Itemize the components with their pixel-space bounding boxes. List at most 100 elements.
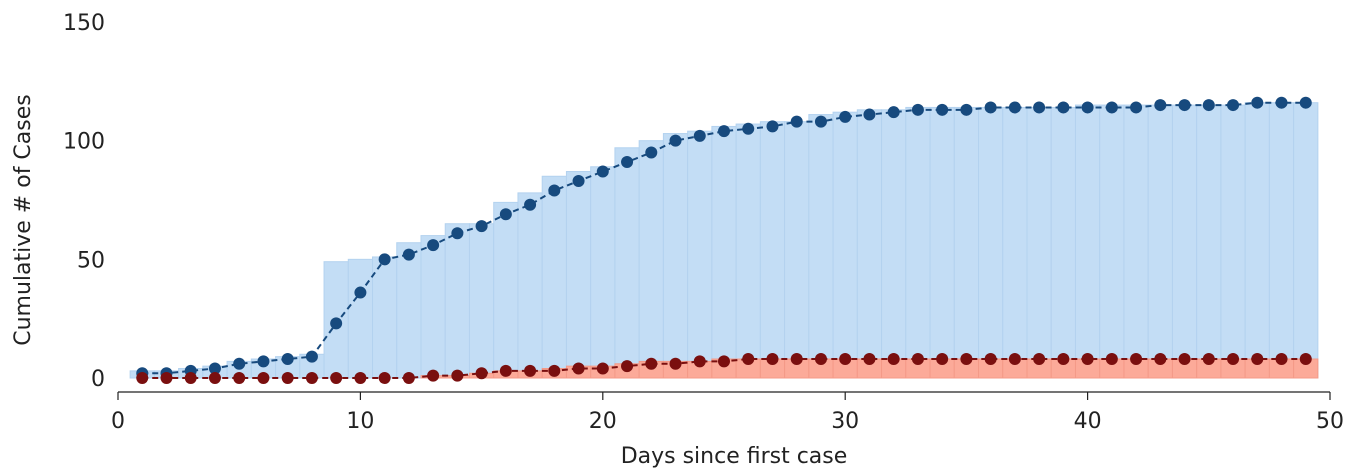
red-data-point: [354, 372, 367, 384]
red-data-point: [1008, 353, 1021, 366]
blue-bar: [784, 121, 810, 379]
blue-data-point: [208, 362, 221, 375]
blue-bar: [1171, 104, 1198, 379]
blue-data-point: [257, 355, 270, 368]
blue-data-point: [1178, 99, 1191, 112]
red-data-point: [378, 372, 391, 384]
blue-data-point: [1202, 99, 1215, 112]
y-tick-label: 100: [63, 130, 105, 155]
blue-data-point: [233, 357, 246, 370]
x-tick-label: 50: [1316, 409, 1344, 434]
blue-data-point: [596, 165, 609, 178]
red-data-point: [1154, 353, 1167, 366]
red-data-point: [233, 372, 246, 384]
red-data-point: [427, 369, 440, 382]
blue-data-point: [378, 253, 391, 266]
y-axis-label: Cumulative # of Cases: [11, 94, 36, 346]
red-data-point: [208, 372, 221, 384]
blue-data-point: [984, 101, 997, 114]
blue-data-point: [863, 108, 876, 121]
red-data-point: [790, 353, 803, 366]
blue-bar: [735, 123, 761, 379]
blue-bar: [1147, 104, 1173, 379]
blue-data-point: [839, 110, 852, 123]
red-data-point: [1178, 353, 1191, 366]
blue-data-point: [281, 353, 294, 366]
red-data-point: [548, 364, 561, 377]
blue-data-point: [621, 156, 634, 169]
red-data-point: [693, 355, 706, 368]
red-data-point: [645, 357, 658, 370]
red-data-point: [1081, 353, 1094, 366]
blue-bar: [1244, 102, 1270, 379]
blue-bar: [1196, 104, 1222, 379]
blue-bar: [687, 130, 713, 379]
blue-data-point: [693, 129, 706, 142]
blue-data-point: [887, 106, 900, 119]
red-data-point: [475, 367, 488, 380]
red-data-point: [499, 364, 512, 377]
x-axis-label: Days since first case: [621, 444, 848, 469]
blue-bar: [638, 140, 664, 379]
blue-data-point: [742, 122, 755, 135]
blue-data-point: [475, 220, 488, 233]
blue-bar: [517, 192, 543, 379]
blue-bar: [711, 125, 737, 379]
blue-data-point: [427, 239, 440, 252]
blue-bar: [662, 133, 689, 379]
red-data-point: [984, 353, 997, 366]
blue-bar: [881, 109, 907, 379]
x-ticks: 0 10 20 30 40 50: [111, 392, 1344, 434]
red-data-point: [742, 353, 755, 366]
blue-data-point: [814, 115, 827, 128]
blue-data-point: [960, 103, 973, 116]
blue-bar: [856, 109, 883, 379]
blue-bar: [978, 106, 1004, 379]
blue-data-point: [718, 125, 730, 138]
x-tick-label: 20: [589, 409, 617, 434]
blue-bar: [1074, 104, 1101, 379]
blue-data-point: [1105, 101, 1118, 114]
blue-bar: [953, 106, 980, 379]
blue-data-point: [451, 227, 464, 240]
red-data-point: [669, 357, 682, 370]
red-data-point: [1275, 353, 1288, 366]
blue-data-point: [354, 286, 367, 299]
red-data-point: [1202, 353, 1215, 366]
blue-bar: [541, 175, 567, 379]
blue-bar: [1268, 102, 1295, 379]
blue-bar: [1099, 104, 1125, 379]
blue-data-point: [330, 317, 343, 330]
x-tick-label: 40: [1074, 409, 1102, 434]
blue-data-point: [1130, 101, 1143, 114]
y-tick-label: 0: [91, 367, 105, 392]
blue-data-point: [572, 175, 585, 188]
red-data-point: [1033, 353, 1046, 366]
blue-bar: [444, 223, 470, 379]
red-data-point: [911, 353, 924, 366]
y-tick-label: 50: [77, 248, 105, 273]
blue-data-point: [766, 120, 779, 133]
red-data-point: [1057, 353, 1070, 366]
blue-data-point: [1008, 101, 1021, 114]
blue-data-point: [305, 350, 318, 363]
blue-bar: [420, 235, 446, 379]
red-data-point: [936, 353, 949, 366]
blue-data-point: [1227, 99, 1240, 112]
blue-bar: [1026, 106, 1052, 379]
blue-bar: [468, 223, 495, 379]
blue-bar: [590, 166, 616, 379]
red-data-point: [451, 369, 464, 382]
red-data-point: [814, 353, 827, 366]
red-data-point: [184, 372, 197, 384]
red-data-point: [1105, 353, 1118, 366]
blue-bar: [614, 147, 640, 379]
blue-data-point: [911, 103, 924, 116]
blue-bar: [759, 121, 786, 379]
blue-bars: [129, 102, 1319, 379]
x-tick-label: 10: [346, 409, 374, 434]
blue-data-point: [499, 208, 512, 221]
red-data-point: [402, 372, 415, 384]
red-data-point: [305, 372, 318, 384]
